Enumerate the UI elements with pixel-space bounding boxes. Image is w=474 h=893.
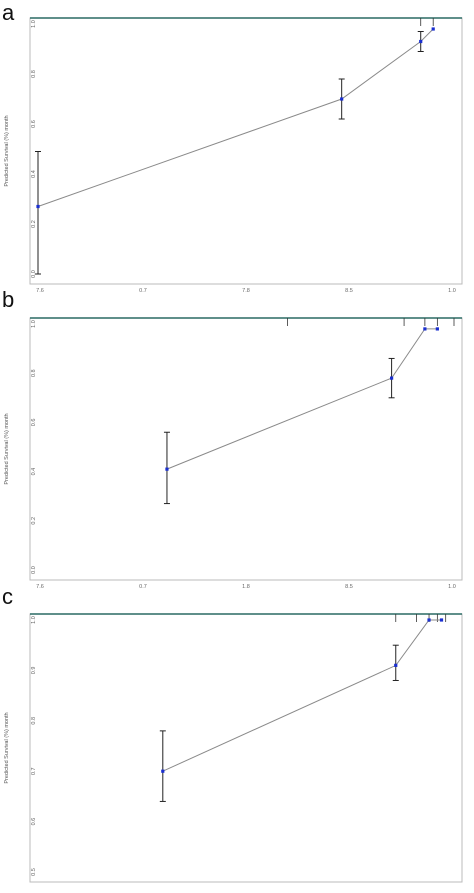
y-tick-label: 0.6: [31, 120, 37, 128]
series-line: [162, 619, 442, 772]
series-line: [166, 328, 438, 470]
plot-frame: [29, 613, 463, 883]
data-point: [423, 327, 427, 331]
data-point: [340, 97, 344, 101]
panel-label-b: b: [2, 287, 14, 312]
y-tick-label: 0.0: [31, 270, 37, 278]
y-tick-label: 0.6: [31, 419, 37, 427]
y-tick-label: 0.2: [31, 220, 37, 228]
data-point: [161, 769, 165, 773]
panel-label-a: a: [2, 0, 15, 25]
panels-group: 1.0 0.8 0.6 0.4 0.2 0.0 Predicted Survival (%)…: [4, 17, 463, 883]
x-tick-label: 7.6: [36, 584, 44, 590]
y-tick-label: 1.0: [31, 20, 37, 28]
x-tick-label: 7.8: [242, 288, 250, 294]
y-tick-label: 0.4: [31, 468, 37, 476]
panel-label-c: c: [2, 584, 13, 609]
y-axis-label: Predicted Survival (%) month: [4, 413, 10, 484]
data-point: [419, 39, 423, 44]
y-tick-label: 0.5: [31, 868, 37, 876]
y-tick-label: 0.4: [31, 170, 37, 178]
data-point: [431, 27, 435, 31]
plot-frame: [29, 17, 463, 285]
y-axis-label: Predicted Survival (%) month: [4, 115, 10, 186]
y-tick-label: 0.8: [31, 70, 37, 78]
y-tick-label: 0.8: [31, 369, 37, 377]
y-tick-label: 0.6: [31, 818, 37, 826]
data-point: [439, 618, 444, 622]
y-tick-label: 0.9: [31, 667, 37, 675]
x-tick-label: 1.0: [448, 584, 456, 590]
x-tick-label: 8.5: [345, 584, 353, 590]
chart-panel-c: 1.0 0.9 0.8 0.7 0.6 0.5 Predicted Survival (%)…: [4, 613, 463, 883]
plot-frame: [29, 317, 463, 581]
x-tick-label: 1.0: [448, 288, 456, 294]
y-tick-label: 1.0: [31, 320, 37, 328]
y-tick-label: 0.7: [31, 767, 37, 775]
data-point: [394, 663, 398, 667]
y-tick-label: 0.0: [31, 566, 37, 574]
x-tick-label: 8.5: [345, 288, 353, 294]
x-tick-label: 7.6: [36, 288, 44, 294]
y-tick-label: 0.2: [31, 517, 37, 525]
x-tick-label: 0.7: [139, 288, 147, 294]
data-point: [427, 618, 431, 622]
data-point: [36, 204, 40, 209]
x-tick-label: 0.7: [139, 584, 147, 590]
data-point: [435, 327, 439, 331]
y-axis-label: Predicted Survival (%) month: [4, 712, 10, 783]
chart-panel-a: 1.0 0.8 0.6 0.4 0.2 0.0 Predicted Survival (%)…: [4, 17, 463, 294]
y-tick-label: 0.8: [31, 717, 37, 725]
x-tick-label: 1.8: [242, 584, 250, 590]
y-tick-label: 1.0: [31, 616, 37, 624]
data-point: [390, 376, 394, 380]
series-line: [37, 28, 434, 207]
data-point: [165, 467, 169, 471]
chart-panel-b: 1.0 0.8 0.6 0.4 0.2 0.0 Predicted Survival (%)…: [4, 317, 463, 590]
